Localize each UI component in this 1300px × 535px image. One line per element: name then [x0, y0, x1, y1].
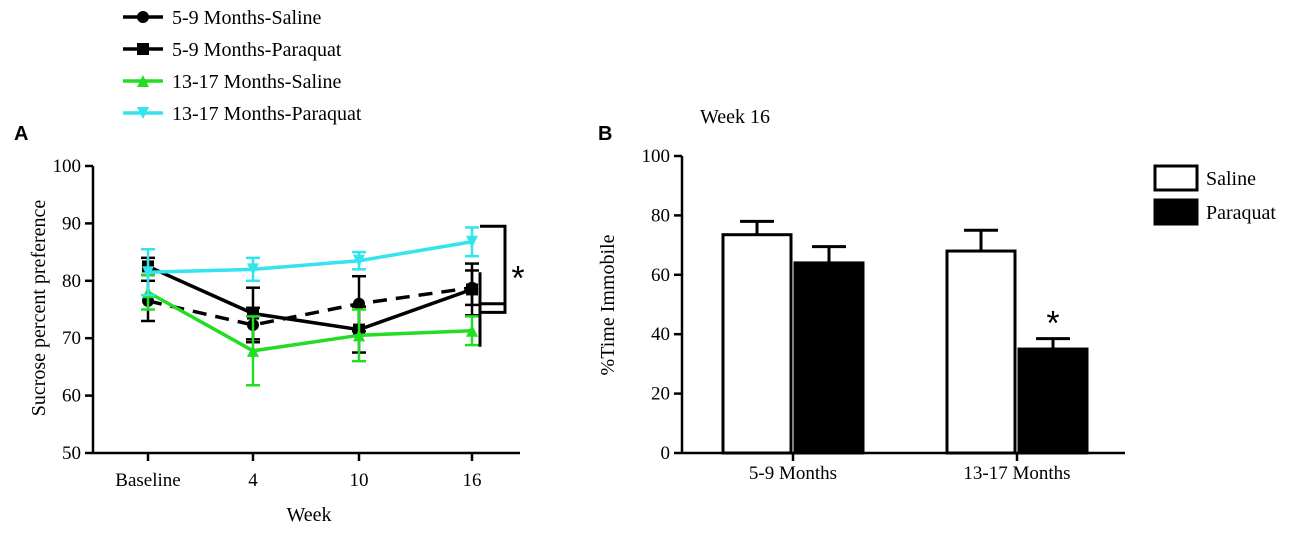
panel-a-ytick-label: 70	[62, 328, 81, 349]
panel-b-ytick-label: 100	[642, 146, 671, 167]
panel-a-ytick-label: 60	[62, 386, 81, 407]
panel-b-legend: Saline Paraquat	[1153, 164, 1276, 226]
panel-b-ylabel: %Time Immobile	[597, 234, 619, 375]
panel-b-bar	[721, 233, 793, 455]
panel-a-point	[353, 329, 365, 342]
panel-a-point	[466, 281, 478, 294]
panel-a-point	[247, 263, 259, 276]
panel-b-legend-label: Paraquat	[1206, 202, 1276, 224]
panel-a-ytick-label: 100	[53, 156, 82, 177]
panel-a-legend-marker	[137, 11, 149, 23]
panel-a-plot: 50 60 70 80 90 100 Baseline 4 10 16 *	[53, 156, 525, 491]
panel-b-significance-star: *	[1046, 305, 1059, 343]
panel-b-title: Week 16	[700, 106, 770, 128]
panel-b-ytick-label: 0	[661, 443, 671, 464]
panel-b-ytick-label: 60	[651, 265, 670, 286]
panel-b-bar	[945, 249, 1017, 455]
panel-a-xlabel: Week	[286, 504, 331, 526]
panel-a-legend: 5-9 Months-Saline 5-9 Months-Paraquat 13-1…	[123, 7, 362, 125]
panel-b-ytick-label: 20	[651, 384, 670, 405]
panel-a-xtick-label: Baseline	[115, 470, 180, 491]
panel-a-legend-label: 13-17 Months-Saline	[172, 71, 342, 93]
panel-a-legend-label: 13-17 Months-Paraquat	[172, 103, 362, 125]
panel-a-point	[466, 324, 478, 337]
panel-a-ytick-label: 50	[62, 443, 81, 464]
panel-a-series-line	[147, 290, 473, 353]
panel-b-legend-swatch	[1153, 198, 1199, 226]
panel-b-bar	[793, 261, 865, 455]
panel-b-bar	[1017, 347, 1089, 455]
panel-a-xtick-label: 16	[463, 470, 482, 491]
panel-a-point	[353, 297, 365, 310]
panel-a-series-line	[147, 285, 473, 327]
panel-a-series-line	[147, 264, 473, 332]
panel-b-plot: 0 20 40 60 80 100 5-9 Months 13-17 Months *	[642, 146, 1125, 484]
panel-a-legend-marker	[137, 107, 149, 119]
panel-b-legend-swatch	[1153, 164, 1199, 192]
panel-a-legend-label: 5-9 Months-Saline	[172, 7, 322, 29]
panel-b-xtick-label: 5-9 Months	[749, 463, 837, 484]
panel-a-point	[142, 266, 154, 279]
panel-a-sig-bracket-outer	[480, 224, 507, 314]
panel-a-point	[353, 254, 365, 267]
panel-a-significance-star: *	[511, 259, 524, 297]
panel-a-xtick-label: 10	[350, 470, 369, 491]
panel-b-ytick-label: 80	[651, 205, 670, 226]
panel-b-legend-label: Saline	[1206, 168, 1256, 190]
panel-a-point	[247, 344, 259, 357]
panel-a-ylabel: Sucrose percent preference	[28, 200, 50, 417]
panel-a-series-line	[147, 240, 473, 274]
panel-a-ytick-label: 80	[62, 271, 81, 292]
panel-a-legend-marker	[137, 75, 149, 87]
panel-a-ytick-label: 90	[62, 213, 81, 234]
panel-a-letter: A	[14, 123, 28, 145]
panel-a-legend-label: 5-9 Months-Paraquat	[172, 39, 342, 61]
panel-b-xtick-label: 13-17 Months	[963, 463, 1070, 484]
panel-a-xtick-label: 4	[248, 470, 258, 491]
panel-b-ytick-label: 40	[651, 324, 670, 345]
panel-b-letter: B	[598, 123, 612, 145]
panel-a-legend-marker	[137, 43, 149, 55]
panel-a-point	[466, 235, 478, 248]
